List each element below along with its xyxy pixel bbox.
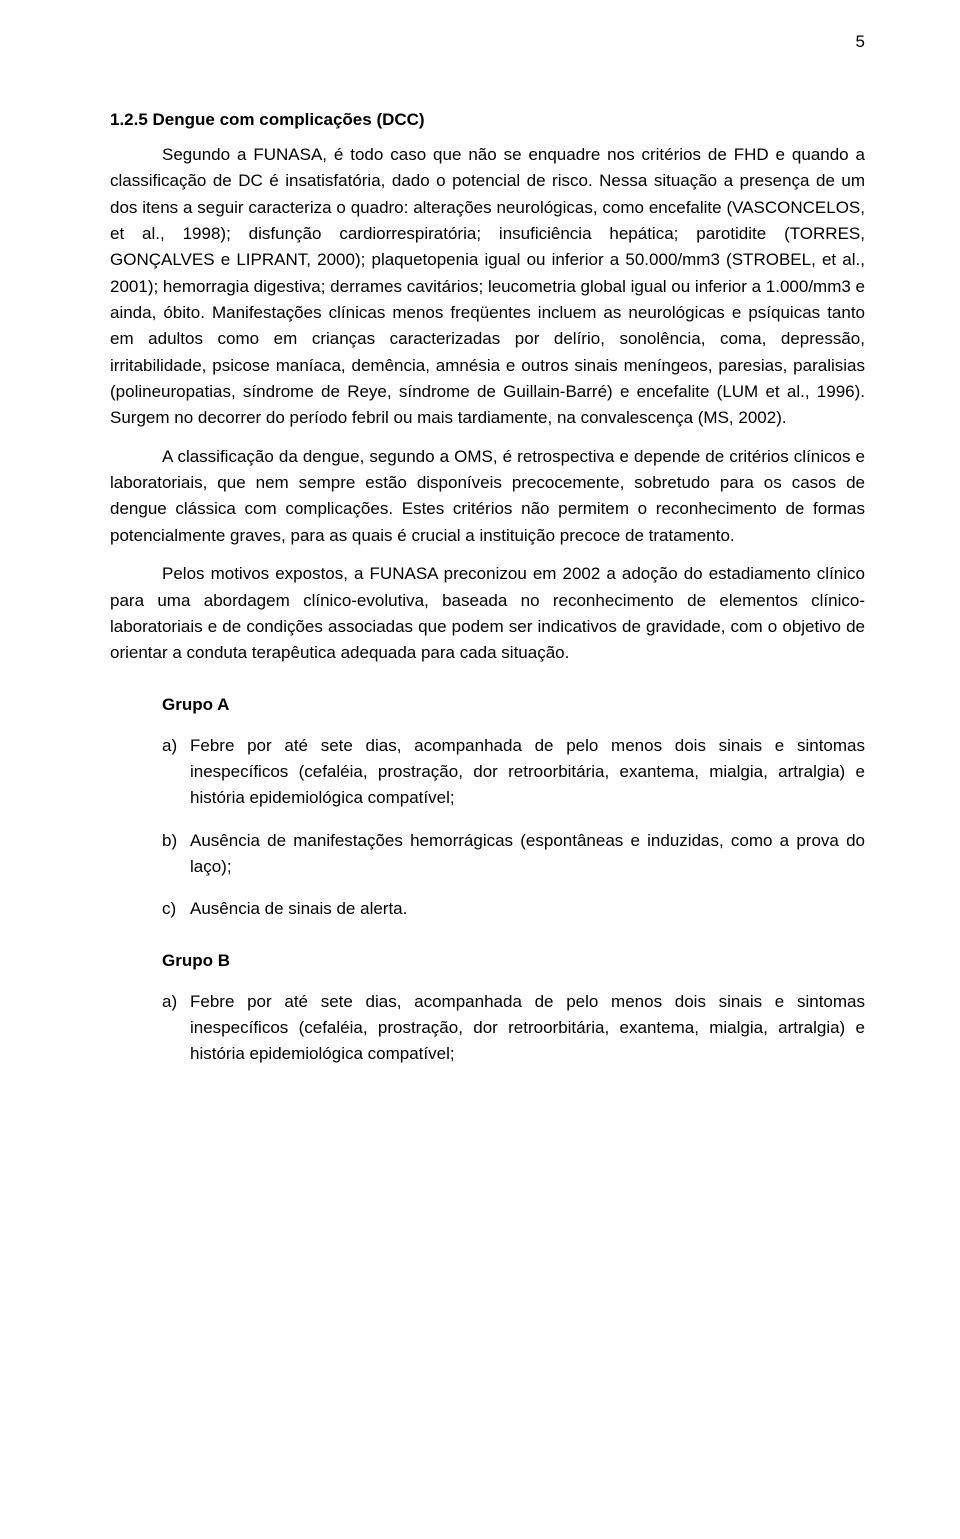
- body-paragraph: Pelos motivos expostos, a FUNASA preconi…: [110, 561, 865, 666]
- body-paragraph: A classificação da dengue, segundo a OMS…: [110, 444, 865, 549]
- list-marker: c): [162, 896, 176, 922]
- list-marker: a): [162, 989, 177, 1015]
- list-item: a) Febre por até sete dias, acompanhada …: [162, 989, 865, 1068]
- section-heading: 1.2.5 Dengue com complicações (DCC): [110, 110, 865, 130]
- list-marker: b): [162, 828, 177, 854]
- list-text: Ausência de manifestações hemorrágicas (…: [190, 831, 865, 876]
- list-text: Ausência de sinais de alerta.: [190, 899, 407, 918]
- group-b-list: a) Febre por até sete dias, acompanhada …: [162, 989, 865, 1068]
- list-text: Febre por até sete dias, acompanhada de …: [190, 992, 865, 1064]
- page-number: 5: [856, 32, 865, 52]
- list-item: c) Ausência de sinais de alerta.: [162, 896, 865, 922]
- list-item: b) Ausência de manifestações hemorrágica…: [162, 828, 865, 881]
- document-page: 5 1.2.5 Dengue com complicações (DCC) Se…: [0, 0, 960, 1539]
- group-a-list: a) Febre por até sete dias, acompanhada …: [162, 733, 865, 923]
- page-content: 1.2.5 Dengue com complicações (DCC) Segu…: [110, 110, 865, 1068]
- list-marker: a): [162, 733, 177, 759]
- list-item: a) Febre por até sete dias, acompanhada …: [162, 733, 865, 812]
- list-text: Febre por até sete dias, acompanhada de …: [190, 736, 865, 808]
- group-a-heading: Grupo A: [162, 695, 865, 715]
- group-b-heading: Grupo B: [162, 951, 865, 971]
- body-paragraph: Segundo a FUNASA, é todo caso que não se…: [110, 142, 865, 432]
